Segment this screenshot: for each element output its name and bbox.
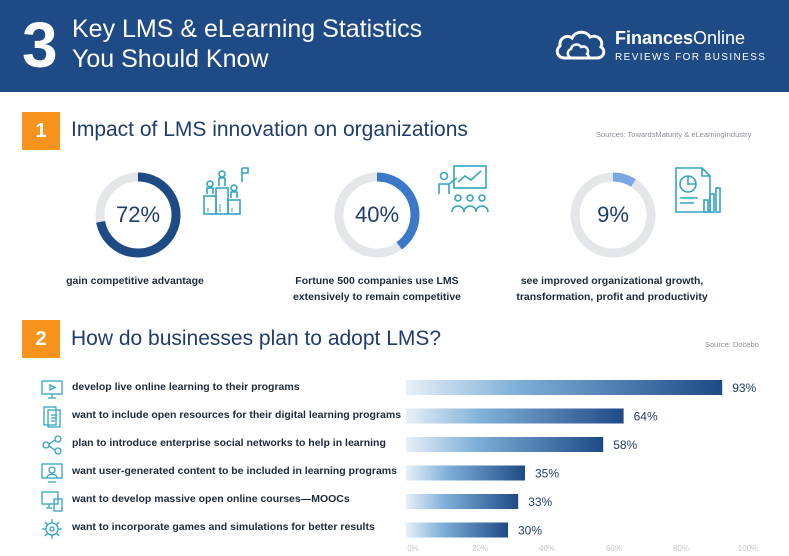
donut-arc — [334, 172, 420, 258]
games-simulation-icon — [42, 519, 62, 539]
bar — [406, 465, 525, 481]
stat-1-value: 72% — [115, 202, 161, 227]
user-content-icon — [41, 463, 63, 483]
x-tick-label: 100% — [737, 544, 759, 553]
stat-3-caption-line-1: see improved organizational growth, — [520, 275, 704, 287]
brand-name: FinancesOnline — [615, 28, 746, 48]
presentation-audience-icon — [438, 165, 489, 213]
page-title: Key LMS & eLearning Statistics You Shoul… — [72, 14, 422, 74]
bar-value-label: 33% — [528, 495, 552, 509]
bar — [406, 437, 604, 452]
header-number: 3 — [22, 9, 58, 81]
section-1-title: Impact of LMS innovation on organization… — [71, 118, 468, 141]
bar-row: want to include open resources for their… — [40, 405, 760, 429]
video-learning-icon — [41, 380, 63, 399]
donut-chart-72 — [95, 172, 181, 258]
stat-3-caption: see improved organizational growth, tran… — [502, 273, 722, 305]
cloud-logo-icon — [555, 30, 606, 60]
report-chart-icon — [675, 167, 721, 213]
online-course-icon — [41, 491, 63, 512]
brand-logo: FinancesOnline REVIEWS FOR BUSINESS — [553, 26, 767, 66]
bar-row: develop live online learning to their pr… — [40, 377, 760, 401]
section-2-title: How do businesses plan to adopt LMS? — [71, 327, 442, 350]
social-network-icon — [42, 435, 62, 455]
stat-2-caption-line-1: Fortune 500 companies use LMS — [295, 275, 459, 287]
bar-row: want to develop massive open online cour… — [40, 489, 760, 513]
bar-row-label: plan to introduce enterprise social netw… — [72, 437, 386, 449]
x-tick-label: 60% — [605, 544, 622, 553]
donut-chart-40 — [334, 172, 420, 258]
bar — [406, 408, 624, 424]
donut-chart-9 — [570, 172, 656, 258]
bar-row-label: want to develop massive open online cour… — [72, 493, 350, 505]
bar-row-label: want to incorporate games and simulation… — [72, 521, 375, 533]
title-line-1: Key LMS & eLearning Statistics — [72, 15, 423, 43]
bar-value-label: 35% — [535, 467, 559, 481]
bar-row-label: want user-generated content to be includ… — [72, 465, 397, 477]
title-line-2: You Should Know — [72, 45, 269, 73]
x-tick-label: 40% — [538, 544, 555, 553]
bar — [406, 494, 519, 509]
bar-row: want to incorporate games and simulation… — [40, 517, 760, 541]
bar — [406, 380, 723, 395]
stat-2-value: 40% — [354, 202, 400, 227]
donut-arc — [570, 172, 656, 258]
donut-arc — [95, 172, 181, 258]
open-resources-icon — [43, 406, 61, 428]
section-2-badge: 2 — [22, 320, 60, 358]
bar — [406, 522, 508, 538]
stat-3-caption-line-2: transformation, profit and productivity — [516, 291, 708, 303]
brand-tagline: REVIEWS FOR BUSINESS — [615, 52, 767, 63]
stat-1-caption: gain competitive advantage — [40, 273, 230, 289]
bar-value-label: 30% — [518, 524, 542, 538]
section-1-badge: 1 — [22, 112, 60, 150]
x-tick-label: 0% — [407, 544, 419, 553]
stat-2-caption: Fortune 500 companies use LMS extensivel… — [282, 273, 472, 305]
x-tick-label: 80% — [672, 544, 689, 553]
header-banner: 3 Key LMS & eLearning Statistics You Sho… — [0, 0, 789, 92]
section-1-source: Sources: TowardsMaturity & eLearningIndu… — [596, 130, 752, 139]
stat-3-value: 9% — [597, 202, 629, 227]
x-tick-label: 20% — [471, 544, 488, 553]
podium-people-icon — [203, 167, 249, 215]
bar-row-label: develop live online learning to their pr… — [72, 381, 300, 393]
stat-1-caption-line-1: gain competitive advantage — [66, 275, 204, 287]
bar-value-label: 58% — [613, 438, 637, 452]
section-2-source: Source: Docebo — [705, 340, 759, 349]
bar-row: plan to introduce enterprise social netw… — [40, 433, 760, 457]
stat-2-caption-line-2: extensively to remain competitive — [292, 291, 462, 303]
bar-value-label: 93% — [732, 381, 756, 395]
bar-row-label: want to include open resources for their… — [72, 409, 402, 421]
bar-value-label: 64% — [634, 410, 658, 424]
bar-row: want user-generated content to be includ… — [40, 461, 760, 485]
